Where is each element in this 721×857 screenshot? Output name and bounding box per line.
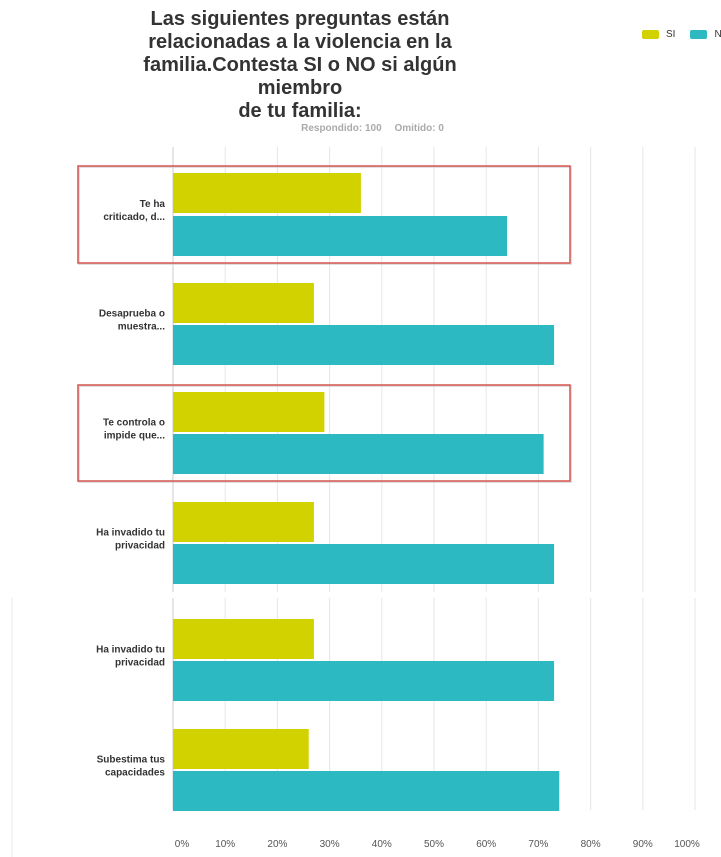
legend-swatch-si [642, 30, 659, 39]
x-tick-label: 80% [581, 839, 601, 850]
category-label: capacidades [105, 768, 165, 779]
x-tick-label: 60% [476, 839, 496, 850]
legend-swatch-no [690, 30, 708, 39]
x-tick-label: 30% [320, 839, 340, 850]
bar-si-4 [173, 619, 314, 659]
category-label: privacidad [115, 541, 165, 552]
highlight-shadow [78, 166, 572, 265]
response-stats: Respondido: 100 Omitido: 0 [230, 123, 515, 134]
skipped-count: Omitido: 0 [394, 123, 444, 134]
legend-label-si: SI [666, 29, 676, 40]
category-labels: Te ha criticado, d... Desaprueba o muestra.… [96, 199, 165, 779]
bar-si-5 [173, 729, 309, 769]
x-tick-label: 10% [215, 839, 235, 850]
category-label: Subestima tus [97, 755, 166, 766]
x-tick-label: 100% [674, 839, 700, 850]
category-label: muestra... [118, 322, 165, 333]
bar-no-0 [173, 216, 508, 256]
legend-label-no: NO [714, 29, 721, 40]
bar-si-0 [173, 173, 361, 213]
bar-si-1 [173, 283, 314, 323]
category-label: Desaprueba o [99, 309, 165, 320]
bar-no-5 [173, 771, 560, 811]
category-label: Te controla o [103, 418, 165, 429]
chart-title: Las siguientes preguntas están relaciona… [143, 8, 457, 122]
category-label: criticado, d... [103, 212, 165, 223]
category-label: Ha invadido tu [96, 528, 165, 539]
bar-no-1 [173, 325, 555, 365]
highlight-shadow [78, 385, 572, 483]
x-tick-label: 0% [175, 839, 190, 850]
x-tick-label: 20% [267, 839, 287, 850]
category-label: privacidad [115, 658, 165, 669]
bar-no-4 [173, 661, 555, 701]
x-tick-label: 70% [528, 839, 548, 850]
legend-item-si: SI [642, 29, 675, 40]
x-tick-label: 90% [633, 839, 653, 850]
answered-count: Respondido: 100 [301, 123, 382, 134]
highlight-box [77, 384, 571, 482]
bar-no-3 [173, 544, 555, 584]
bar-si-3 [173, 502, 314, 542]
x-tick-label: 40% [372, 839, 392, 850]
x-tick-label: 50% [424, 839, 444, 850]
highlight-box [77, 165, 571, 264]
bar-no-2 [173, 434, 544, 474]
chart-bars [173, 173, 560, 811]
category-label: impide que... [104, 431, 165, 442]
chart-axis [11, 147, 174, 857]
highlight-boxes [77, 165, 572, 483]
legend-item-no: NO [690, 29, 721, 40]
category-label: Ha invadido tu [96, 645, 165, 656]
chart-legend: SI NO [642, 29, 721, 40]
category-label: Te ha [140, 199, 166, 210]
bar-si-2 [173, 392, 325, 432]
x-tick-labels: 0% 10% 20% 30% 40% 50% 60% 70% 80% 90% 100% [175, 839, 700, 850]
